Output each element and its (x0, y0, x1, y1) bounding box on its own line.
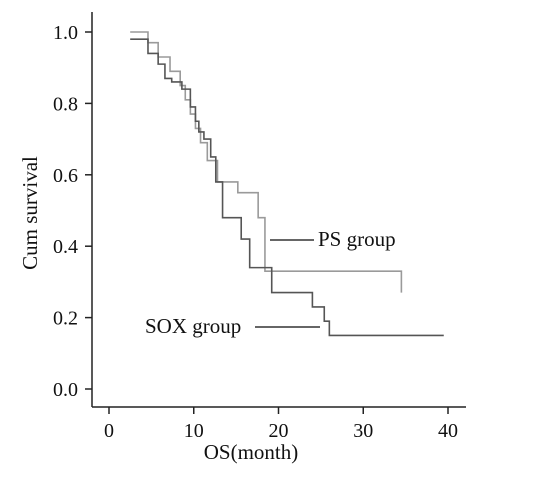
x-axis-label: OS(month) (204, 440, 299, 464)
x-tick-label: 40 (438, 420, 458, 442)
y-tick-label: 0.0 (53, 379, 78, 401)
y-tick-label: 0.4 (53, 236, 78, 258)
axes (91, 12, 466, 408)
x-tick-label: 0 (104, 420, 114, 442)
x-tick-label: 30 (353, 420, 373, 442)
y-tick-label: 0.8 (53, 93, 78, 115)
y-tick-label: 1.0 (53, 22, 78, 44)
y-tick-label: 0.2 (53, 308, 78, 330)
x-tick-label: 20 (269, 420, 289, 442)
sox-group-curve (130, 38, 444, 337)
series-group (130, 31, 444, 337)
sox-group-label: SOX group (145, 314, 241, 338)
ps-group-label: PS group (318, 227, 396, 251)
y-tick-label: 0.6 (53, 165, 78, 187)
annotations: PS group SOX group (145, 227, 396, 338)
x-ticks: 0 10 20 30 40 (104, 407, 458, 442)
x-tick-label: 10 (184, 420, 204, 442)
y-axis-label: Cum survival (18, 156, 42, 270)
ps-group-curve (130, 31, 403, 293)
y-ticks: 0.0 0.2 0.4 0.6 0.8 1.0 (53, 22, 92, 401)
